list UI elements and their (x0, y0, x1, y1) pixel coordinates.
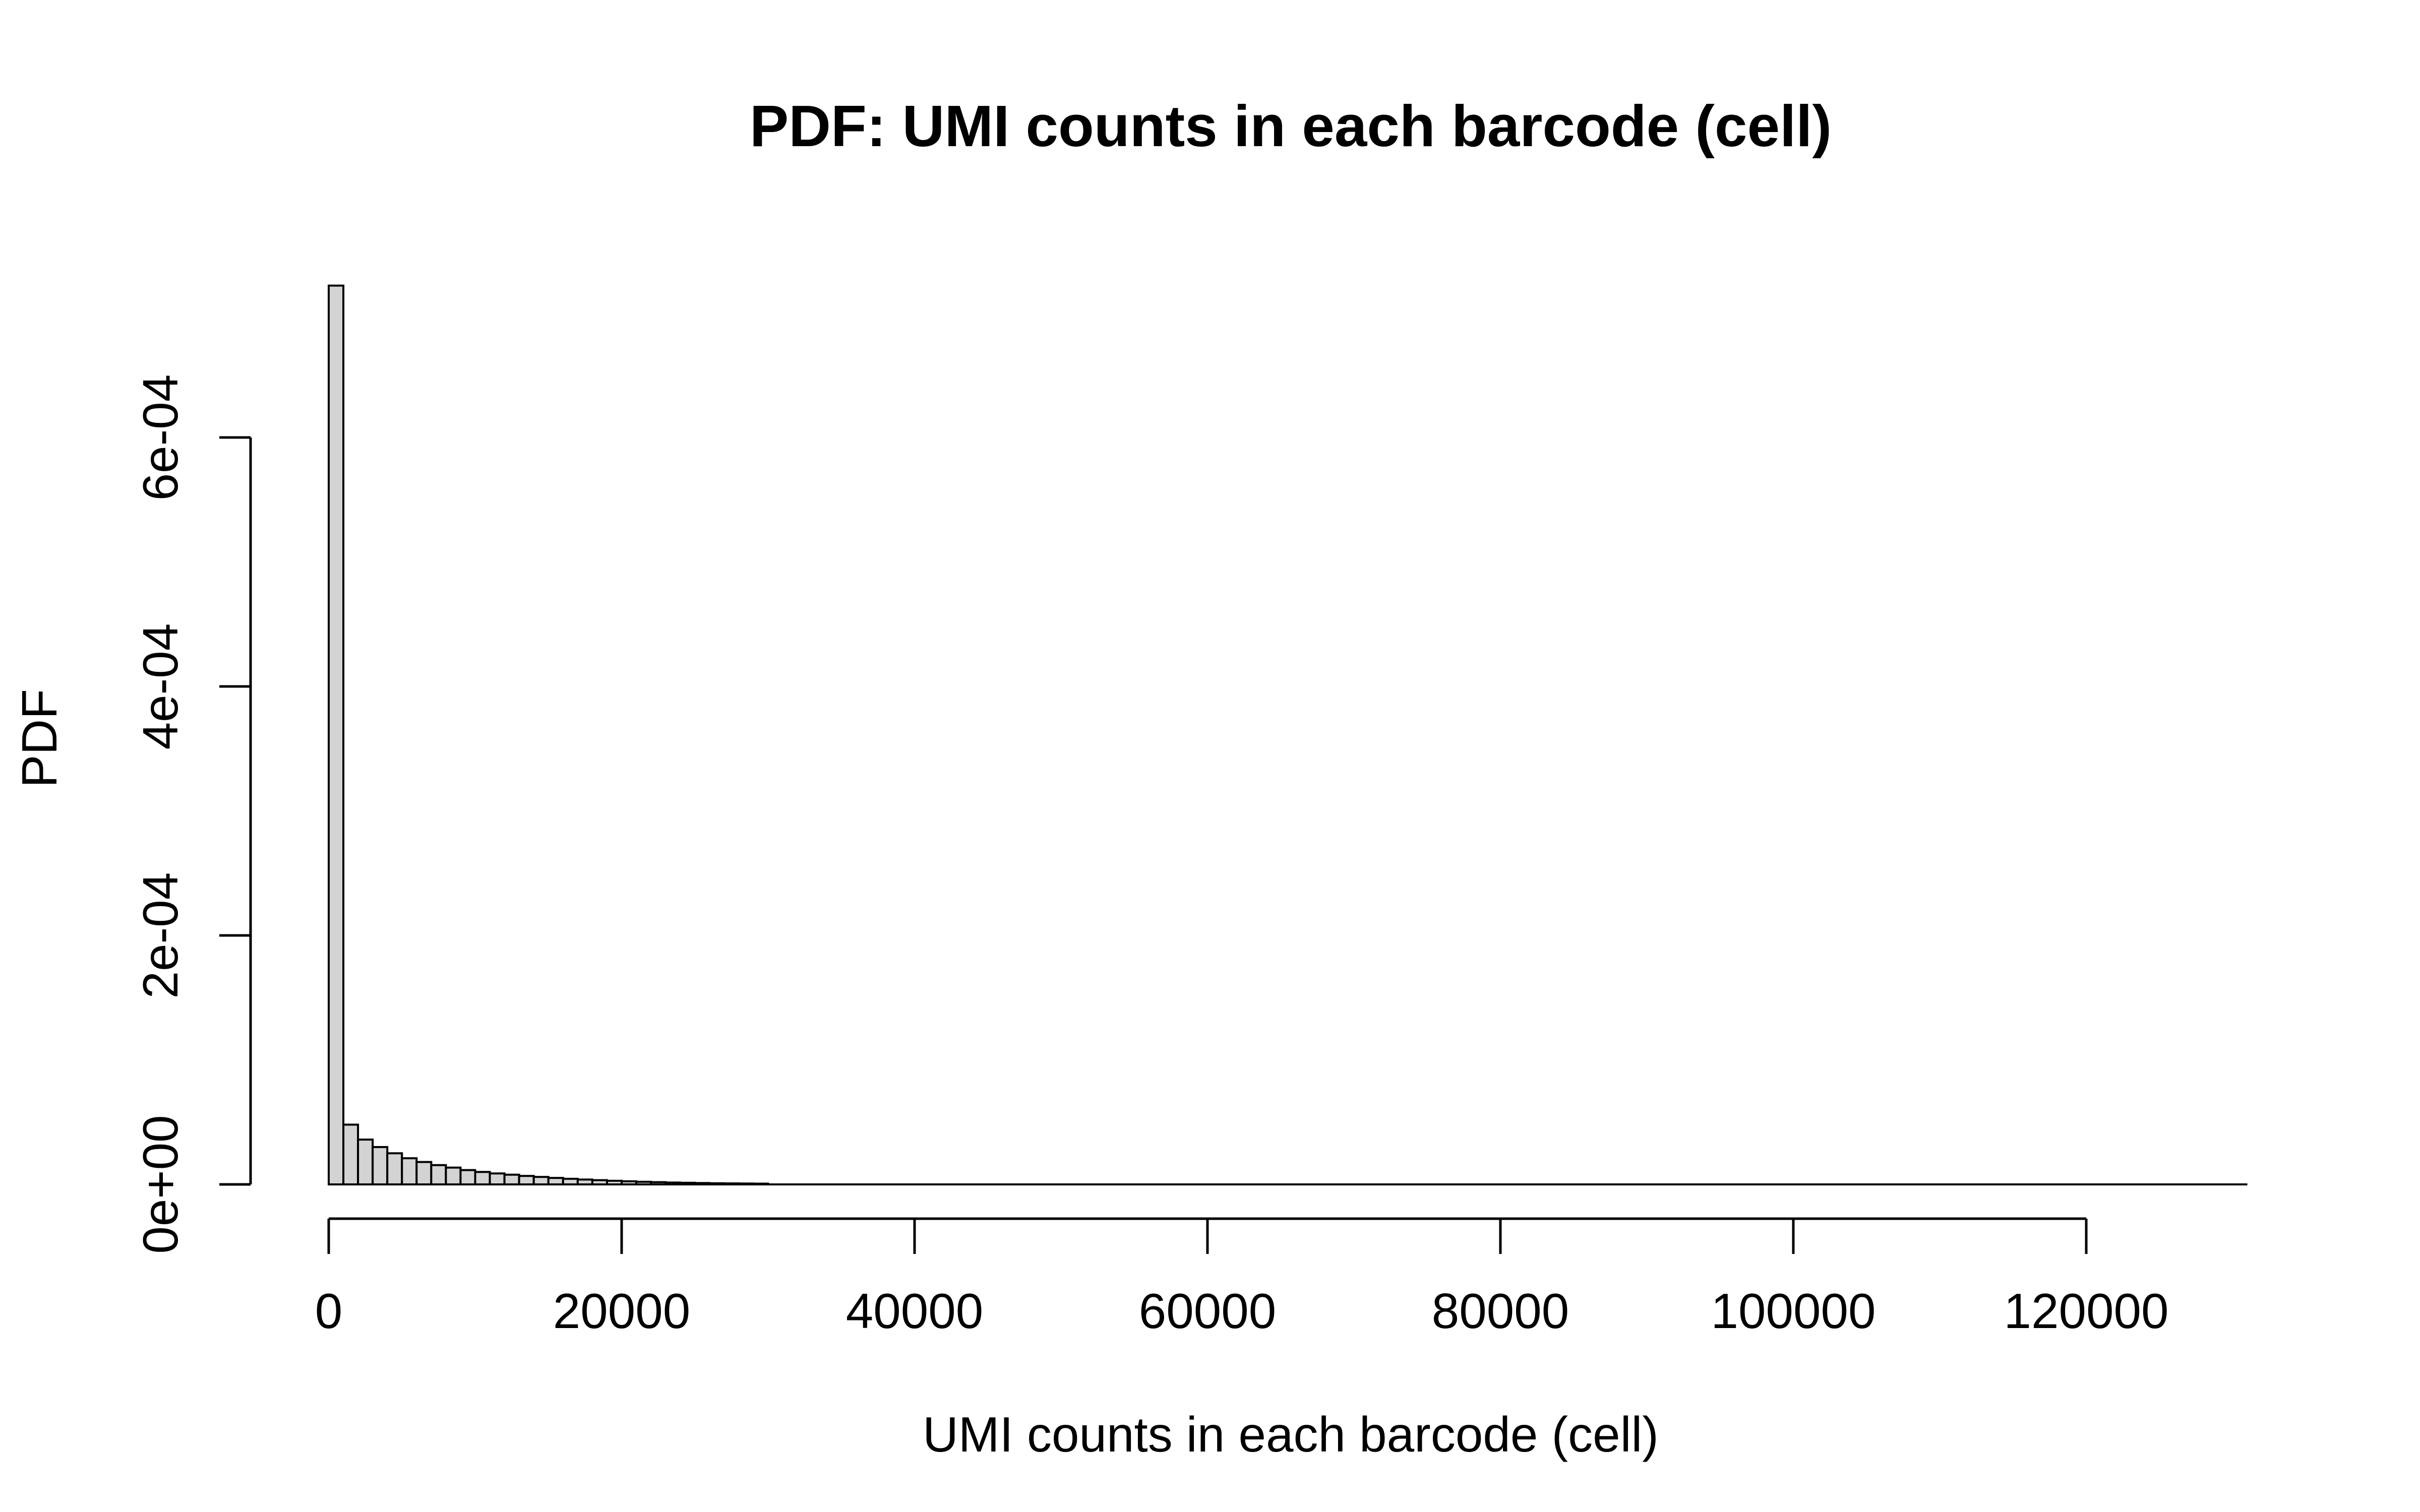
histogram-bar (386, 1152, 403, 1185)
histogram-bar (532, 1176, 550, 1185)
histogram-bar (547, 1177, 564, 1186)
histogram-bar (503, 1173, 520, 1185)
y-axis-label: PDF (12, 689, 67, 788)
histogram-bar (650, 1181, 667, 1185)
histogram-bar (562, 1177, 579, 1186)
histogram-bar (474, 1171, 491, 1186)
y-tick-label: 0e+00 (133, 1115, 188, 1253)
x-tick-label: 40000 (846, 1283, 984, 1339)
histogram-bar (430, 1164, 447, 1186)
x-tick-label: 100000 (1711, 1283, 1876, 1339)
y-axis: 0e+00 2e-04 4e-04 6e-04 (133, 374, 252, 1254)
histogram-bar (328, 284, 345, 1185)
x-tick-label: 80000 (1432, 1283, 1569, 1339)
x-tick-label: 60000 (1139, 1283, 1277, 1339)
histogram-bar (635, 1180, 652, 1185)
x-tick-label: 0 (315, 1283, 343, 1339)
x-axis: 0 20000 40000 60000 80000 100000 120000 (315, 1217, 2169, 1339)
histogram-bar (606, 1179, 623, 1185)
chart-title: PDF: UMI counts in each barcode (cell) (750, 93, 1832, 159)
histogram-bar (445, 1166, 462, 1186)
histogram-bar (708, 1182, 725, 1186)
histogram-bar (415, 1161, 433, 1186)
histogram-bar (723, 1182, 740, 1185)
histogram-bar (357, 1139, 374, 1186)
histogram-bar (576, 1178, 593, 1185)
histogram-bar (679, 1181, 696, 1186)
y-tick-label: 6e-04 (133, 374, 188, 501)
histogram-bar (489, 1172, 506, 1185)
x-axis-label: UMI counts in each barcode (cell) (923, 1407, 1659, 1462)
y-tick-label: 2e-04 (133, 872, 188, 999)
histogram-bars (328, 284, 2248, 1186)
histogram-bar (621, 1180, 638, 1185)
x-tick-label: 120000 (2004, 1283, 2168, 1339)
histogram-bar (342, 1123, 359, 1185)
y-tick-label: 4e-04 (133, 623, 188, 750)
histogram-bar (664, 1181, 682, 1185)
histogram-bar (694, 1182, 711, 1185)
histogram-bar (372, 1146, 389, 1185)
histogram-bar (459, 1169, 476, 1185)
histogram-bar (738, 1182, 755, 1185)
histogram-bar (591, 1179, 608, 1186)
histogram-bar (401, 1157, 418, 1185)
x-tick-label: 20000 (553, 1283, 691, 1339)
histogram-bar (518, 1175, 535, 1186)
